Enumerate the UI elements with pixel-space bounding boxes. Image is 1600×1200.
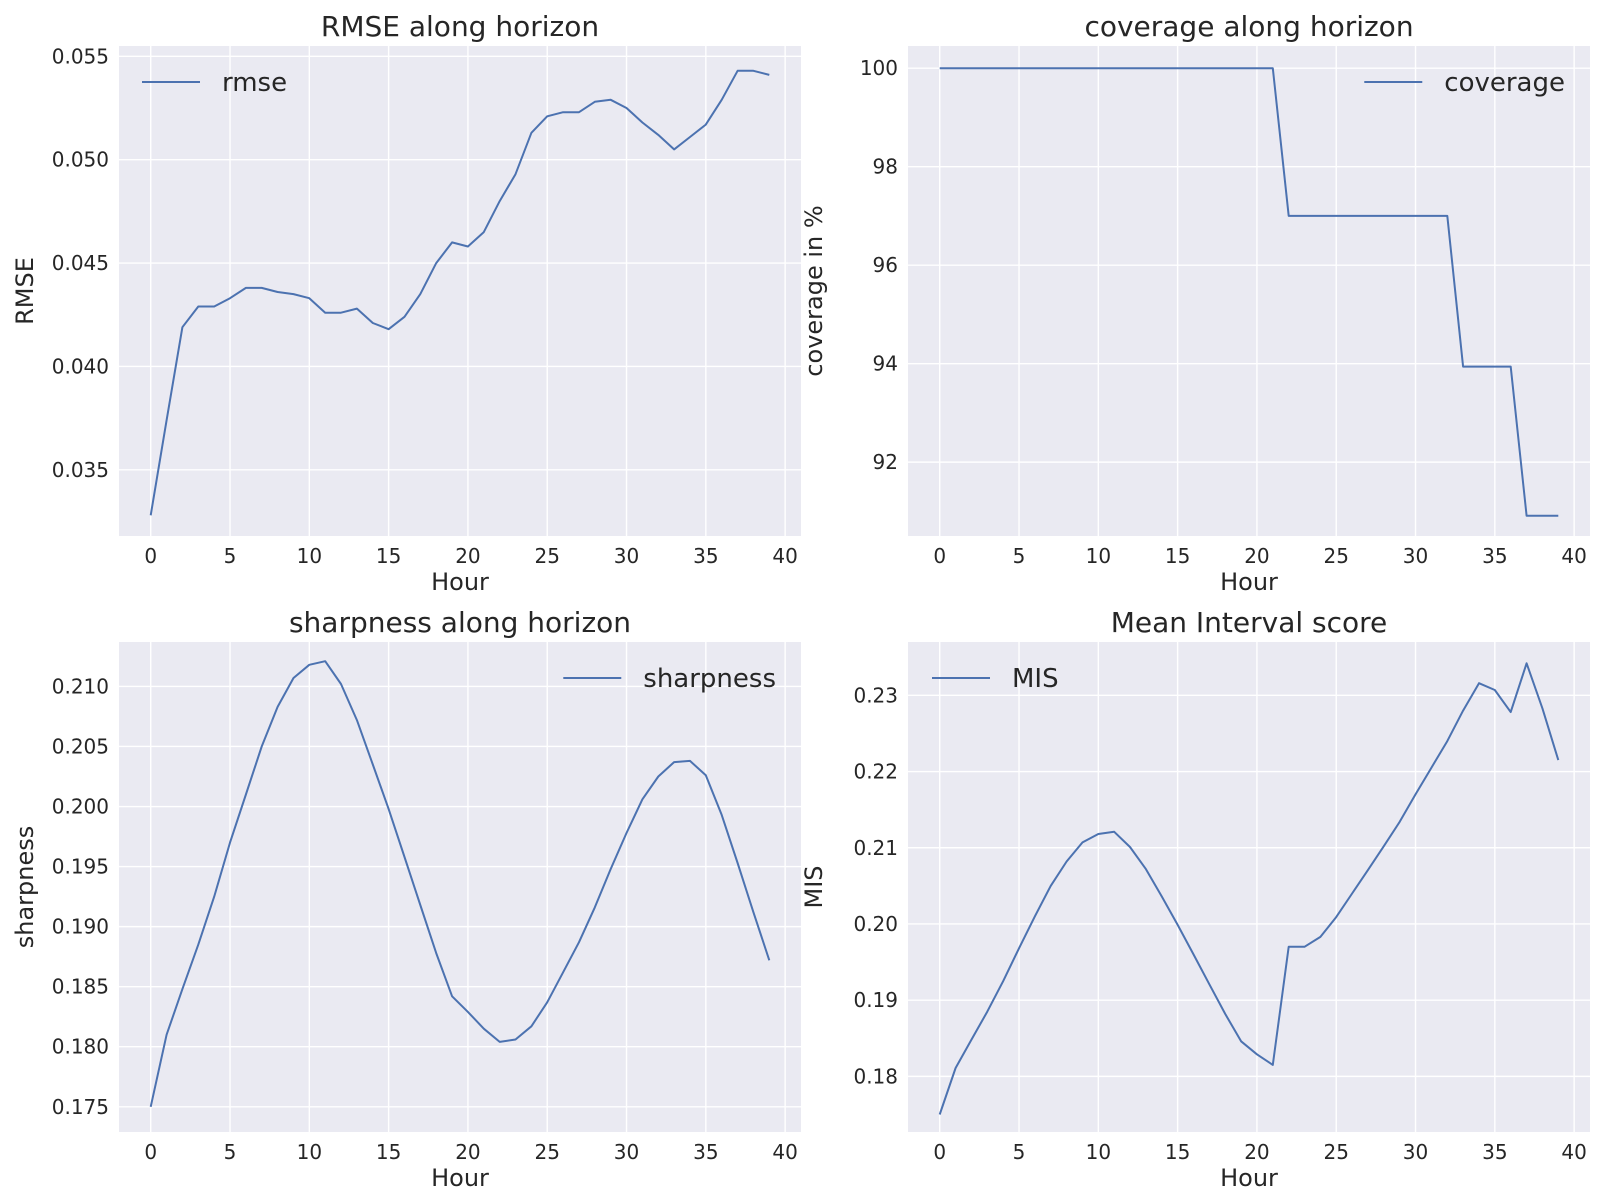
legend-label: rmse [222,68,287,98]
x-tick-label: 40 [1561,544,1586,568]
x-tick-label: 25 [1324,544,1349,568]
x-tick-label: 25 [535,1140,560,1164]
subplot-rmse: 0 5 10 15 20 25 30 35 40 0.035 0.040 0.045 0.050 0.05… [11,10,801,596]
x-tick-label: 30 [1403,544,1428,568]
series-line [149,69,770,516]
x-tick-label: 15 [1165,544,1190,568]
plot-area [908,642,1590,1132]
x-tick-label: 35 [693,544,718,568]
y-tick-label: 0.210 [52,674,109,698]
legend: rmse [142,68,287,98]
x-tick-label: 10 [1086,1140,1111,1164]
y-tick-label: 0.20 [853,912,898,936]
x-tick-label: 15 [376,544,401,568]
plot-area [119,642,801,1132]
y-tick-label: 0.23 [853,683,898,707]
series-line [939,67,1559,517]
legend-label: MIS [1012,664,1059,694]
y-tick-label: 0.040 [52,354,109,378]
x-tick-label: 35 [693,1140,718,1164]
series-line [938,662,1560,1115]
x-axis-label: Hour [431,1164,489,1192]
x-axis-label: Hour [431,568,489,596]
plot-area [119,46,801,536]
x-tick-label: 15 [1165,1140,1190,1164]
y-tick-label: 0.180 [52,1035,109,1059]
x-tick-label: 30 [614,1140,639,1164]
legend-label: sharpness [643,664,776,694]
y-tick-label: 0.22 [853,760,898,784]
legend: coverage [1364,68,1565,98]
x-tick-label: 5 [224,544,237,568]
y-tick-label: 0.190 [52,915,109,939]
x-tick-label: 30 [1403,1140,1428,1164]
x-tick-label: 5 [1013,1140,1026,1164]
x-tick-label: 40 [772,1140,797,1164]
x-tick-label: 35 [1482,544,1507,568]
subplot-mis: 0 5 10 15 20 25 30 35 40 0.18 0.19 0.20 0.21 0.22 0.23… [800,606,1590,1192]
subplot-coverage: 0 5 10 15 20 25 30 35 40 92 94 96 98 100 coverage alon… [800,10,1590,596]
y-tick-label: 98 [873,155,898,179]
x-axis-label: Hour [1220,1164,1278,1192]
x-tick-label: 20 [1244,544,1269,568]
x-tick-label: 0 [144,544,157,568]
x-tick-label: 5 [1013,544,1026,568]
legend-label: coverage [1444,68,1565,98]
y-axis-label: MIS [800,865,828,908]
y-tick-label: 0.205 [52,734,109,758]
x-tick-label: 5 [224,1140,237,1164]
x-tick-label: 40 [772,544,797,568]
x-tick-label: 40 [1561,1140,1586,1164]
y-tick-label: 0.21 [853,836,898,860]
subplot-sharpness: 0 5 10 15 20 25 30 35 40 0.175 0.180 0.185 0.190 0.19… [11,606,801,1192]
x-tick-label: 15 [376,1140,401,1164]
x-tick-label: 10 [1086,544,1111,568]
x-tick-label: 0 [933,544,946,568]
y-tick-label: 100 [860,56,898,80]
x-tick-label: 20 [455,1140,480,1164]
chart-title: Mean Interval score [1111,606,1388,639]
x-axis-label: Hour [1220,568,1278,596]
y-tick-label: 94 [873,352,898,376]
y-tick-label: 0.055 [52,44,109,68]
x-tick-label: 0 [933,1140,946,1164]
chart-title: coverage along horizon [1084,10,1413,43]
legend: sharpness [563,664,776,694]
y-tick-label: 92 [873,450,898,474]
y-axis-label: RMSE [11,257,39,325]
x-tick-label: 35 [1482,1140,1507,1164]
y-tick-label: 96 [873,253,898,277]
x-tick-label: 25 [535,544,560,568]
y-tick-label: 0.050 [52,148,109,172]
x-tick-label: 10 [297,1140,322,1164]
y-axis-label: coverage in % [800,205,828,376]
x-tick-label: 10 [297,544,322,568]
chart-title: sharpness along horizon [289,606,631,639]
y-tick-label: 0.035 [52,458,109,482]
x-tick-label: 25 [1324,1140,1349,1164]
chart-title: RMSE along horizon [321,10,599,43]
y-axis-label: sharpness [11,826,39,949]
x-tick-label: 20 [1244,1140,1269,1164]
x-tick-label: 0 [144,1140,157,1164]
legend: MIS [932,664,1059,694]
y-tick-label: 0.045 [52,251,109,275]
y-tick-label: 0.185 [52,975,109,999]
y-tick-label: 0.195 [52,855,109,879]
plot-area [908,46,1590,536]
y-tick-label: 0.200 [52,795,109,819]
y-tick-label: 0.19 [853,988,898,1012]
x-tick-label: 20 [455,544,480,568]
y-tick-label: 0.175 [52,1095,109,1119]
x-tick-label: 30 [614,544,639,568]
y-tick-label: 0.18 [853,1064,898,1088]
series-line [149,660,771,1108]
